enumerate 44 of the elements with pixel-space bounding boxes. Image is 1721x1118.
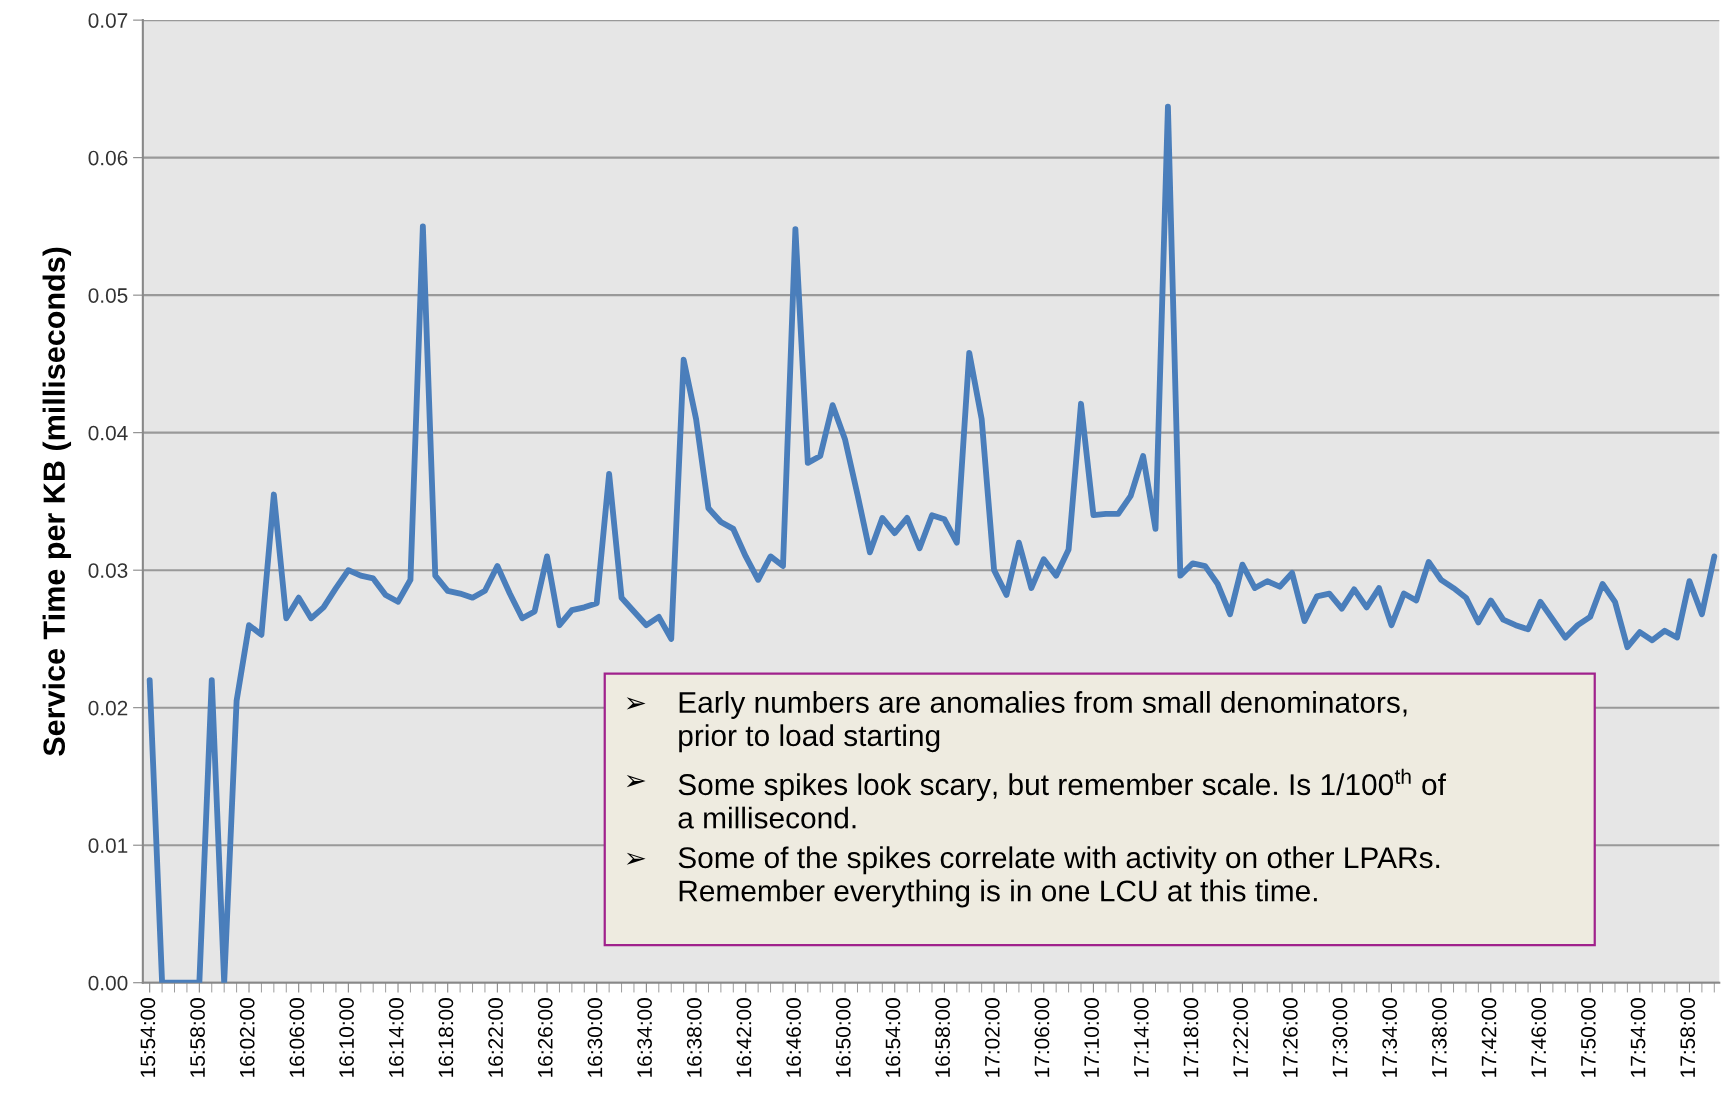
x-tick-label: 16:02:00 bbox=[239, 998, 255, 1077]
x-tick-label: 16:18:00 bbox=[438, 998, 454, 1077]
x-tick-label: 16:34:00 bbox=[637, 998, 652, 1077]
x-tick-label: 16:46:00 bbox=[786, 998, 801, 1077]
x-tick-label: 17:42:00 bbox=[1481, 998, 1497, 1077]
x-tick-label: 17:06:00 bbox=[1034, 998, 1050, 1077]
x-tick-label: 17:38:00 bbox=[1431, 998, 1447, 1077]
x-tick-label: 17:34:00 bbox=[1382, 998, 1398, 1077]
x-tick-label: 17:54:00 bbox=[1630, 998, 1646, 1077]
x-tick-label: 17:50:00 bbox=[1580, 998, 1596, 1077]
x-tick-label: 17:30:00 bbox=[1332, 998, 1348, 1077]
x-tick-label: 16:06:00 bbox=[289, 998, 305, 1077]
x-tick-label: 16:42:00 bbox=[736, 998, 752, 1077]
y-tick-label: 0.05 bbox=[88, 288, 128, 303]
y-axis-title: Service Time per KB (milliseconds) bbox=[42, 247, 72, 756]
x-tick-label: 16:10:00 bbox=[339, 998, 354, 1077]
x-tick-label: 17:26:00 bbox=[1282, 998, 1298, 1077]
x-tick-label: 17:10:00 bbox=[1084, 998, 1100, 1077]
x-tick-label: 16:26:00 bbox=[537, 998, 553, 1077]
x-tick-label: 17:22:00 bbox=[1233, 998, 1249, 1077]
x-tick-label: 17:58:00 bbox=[1680, 998, 1696, 1077]
y-tick-label: 0.06 bbox=[88, 150, 128, 166]
x-tick-label: 17:14:00 bbox=[1133, 998, 1149, 1077]
y-tick-label: 0.02 bbox=[88, 700, 128, 716]
y-tick-label: 0.01 bbox=[88, 838, 128, 853]
y-tick-label: 0.07 bbox=[88, 13, 128, 28]
y-tick-label: 0.04 bbox=[88, 425, 128, 441]
text: ➢ Early numbers are anomalies from small denominators, prior to load starting bbox=[626, 691, 1407, 753]
x-tick-label: 16:50:00 bbox=[835, 998, 851, 1077]
annotation: ➢ Some of the spikes correlate with activity on other LPARs. Remember everything is in one LCU at this time. bbox=[626, 846, 1440, 908]
x-tick-label: 17:02:00 bbox=[984, 998, 1000, 1077]
x-tick-label: 15:54:00 bbox=[140, 998, 156, 1077]
x-tick-label: 16:22:00 bbox=[488, 998, 503, 1077]
x-tick-label: 16:38:00 bbox=[686, 998, 702, 1077]
x-tick-label: 16:54:00 bbox=[885, 998, 901, 1077]
text: ➢ Some spikes look scary, but remember scale. Is 1/100$^{th}$ of a millisecond. bbox=[626, 768, 1446, 829]
x-tick-label: 16:14:00 bbox=[388, 998, 404, 1077]
y-tick-label: 0.03 bbox=[88, 563, 128, 578]
x-tick-label: 17:18:00 bbox=[1183, 998, 1199, 1077]
x-tick-label: 17:46:00 bbox=[1531, 998, 1547, 1077]
x-tick-label: 16:30:00 bbox=[587, 998, 603, 1077]
x-tick-label: 16:58:00 bbox=[935, 998, 950, 1077]
x-tick-label: 15:58:00 bbox=[190, 998, 205, 1077]
y-tick-label: 0.00 bbox=[88, 975, 128, 991]
